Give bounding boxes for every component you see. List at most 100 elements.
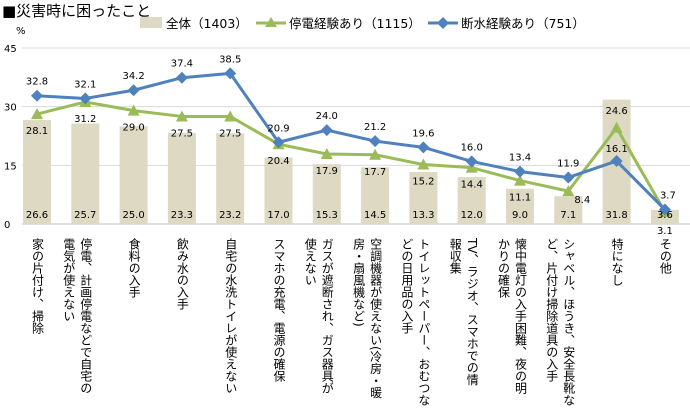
bar-data-label: 25.7 [74,210,96,221]
line-data-label-green: 11.1 [509,193,531,204]
y-tick-label: 0 [4,220,10,231]
bar-data-label: 25.0 [122,210,144,221]
point-marker [320,124,333,137]
line-data-label-green: 27.5 [219,128,241,139]
bar [409,171,438,224]
legend-label: 断水経験あり（751） [461,16,585,31]
x-category-label: 食料の入手 [127,238,142,298]
bar-data-label: 23.3 [171,210,193,221]
line-data-label-blue: 34.2 [122,71,144,82]
legend-label: 停電経験あり（1115） [289,16,421,31]
point-marker [562,171,575,184]
line-data-label-green: 17.7 [364,167,386,178]
point-marker [31,89,43,102]
y-tick-label: 45 [4,44,17,55]
bar [167,132,196,224]
line-data-label-blue: 38.5 [219,54,241,65]
line-data-label-blue: 20.9 [267,123,289,134]
x-category-label: 特になし [610,238,625,286]
point-marker [175,110,188,122]
line-data-label-blue: 19.6 [412,128,434,139]
legend-swatch-bar [140,17,162,28]
chart-title: ■災害時に困ったこと [2,2,151,20]
diamond-marker-icon [437,17,449,29]
point-marker [514,165,526,178]
bar-data-label: 23.2 [219,210,241,221]
x-category-label: 懐中電灯の入手困難、夜の明 かりの確保 [496,238,528,394]
point-marker [658,203,671,216]
point-marker [320,147,333,159]
bar-data-label: 7.1 [560,210,576,221]
x-category-label: 家の片付け、掃除 [30,238,45,334]
point-marker [417,141,430,154]
line-data-label-blue: 21.2 [364,122,386,133]
y-tick-label: 30 [4,103,17,114]
point-marker [224,110,237,122]
line-series [31,67,671,217]
line-data-label-blue: 3.7 [660,191,676,202]
line-data-label-green: 17.9 [316,166,338,177]
bar-series [23,99,679,224]
x-category-label: その他 [658,238,673,274]
bar [361,167,390,224]
x-category-label: シャベル、ほうき、安全長靴な ど、片付け掃除道具の入手 [544,238,576,406]
line-data-label-blue: 37.4 [171,59,193,70]
line-data-label-green: 8.4 [574,195,590,206]
line-data-label-blue: 16.0 [461,142,483,153]
line-data-label-blue: 32.1 [74,79,96,90]
x-category-label: TV、ラジオ、スマホでの情 報収集 [448,238,480,386]
line-green [36,100,667,213]
point-marker [272,136,285,149]
point-marker [610,121,623,133]
bar [312,164,341,224]
point-marker [514,174,526,186]
legend-label: 全体（1403） [166,16,248,31]
bar-data-label: 17.0 [267,210,289,221]
x-category-label: 停電、計画停電などで自宅の 電気が使えない [61,238,93,394]
bar [457,177,486,224]
bar-data-label: 3.6 [657,210,673,221]
line-data-label-green: 27.5 [171,128,193,139]
bar [23,119,51,224]
line-data-label-green: 29.0 [122,123,144,134]
bar [71,123,100,224]
point-marker [79,92,92,105]
point-marker [417,158,430,170]
bar [506,188,534,224]
bar-data-label: 15.3 [316,210,338,221]
bar-data-label: 13.3 [412,210,434,221]
x-category-label: スマホの充電、電源の確保 [272,238,286,382]
bar-data-label: 12.0 [461,210,483,221]
x-category-label: ガスが遮断され、ガス器具が 使えない [303,238,335,394]
x-category-label: 飲み水の入手 [175,238,190,310]
point-marker [562,185,575,197]
point-marker [369,148,382,160]
bar-data-label: 14.5 [364,210,386,221]
point-marker [369,135,382,148]
line-data-label-green: 15.2 [412,177,434,188]
bar [650,209,679,224]
legend: 全体（1403） 停電経験あり（1115） 断水経験あり（751） [140,16,585,31]
point-marker [127,104,140,116]
point-marker [31,108,43,120]
y-axis-unit: % [16,26,26,37]
line-data-label-green: 3.1 [657,226,673,237]
point-marker [127,84,140,97]
bar-data-label: 9.0 [512,210,528,221]
line-data-label-green: 24.6 [605,106,627,117]
bar [554,196,583,224]
bar-data-label: 31.8 [605,210,627,221]
line-data-label-blue: 13.4 [509,153,531,164]
point-marker [465,155,478,168]
x-category-label: トイレットペーパー、おむつな どの日用品の入手 [399,238,431,406]
bar [216,133,245,224]
line-data-label-green: 28.1 [26,126,48,137]
line-data-label-blue: 24.0 [316,111,338,122]
point-marker [610,155,623,168]
data-labels: 26.6 25.7 25.0 23.3 23.2 17.0 15.3 14.5 13.3 12.0… [26,54,676,237]
bar [119,126,148,224]
bar [264,157,293,224]
y-tick-label: 15 [4,161,17,172]
line-data-label-green: 14.4 [461,180,483,191]
